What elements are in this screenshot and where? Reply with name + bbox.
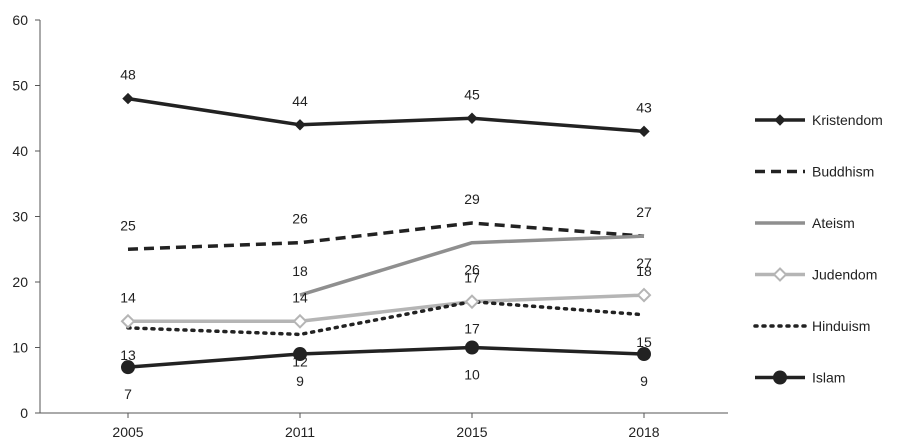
- data-point-marker: [636, 287, 652, 303]
- data-label: 13: [120, 347, 136, 363]
- data-label: 15: [636, 334, 652, 350]
- data-label: 29: [464, 191, 480, 207]
- legend-label: Kristendom: [812, 112, 883, 128]
- data-label: 14: [120, 289, 136, 305]
- x-tick-label: 2018: [628, 424, 659, 440]
- x-tick-label: 2005: [112, 424, 143, 440]
- data-label: 18: [636, 263, 652, 279]
- data-label: 27: [636, 204, 652, 220]
- legend-item: Judendom: [755, 267, 877, 283]
- series-line: [127, 345, 645, 369]
- series-line: [128, 293, 645, 324]
- legend-marker: [774, 114, 786, 126]
- data-label: 44: [292, 93, 308, 109]
- data-point-marker: [465, 340, 479, 355]
- data-point-marker: [464, 294, 480, 310]
- legend-marker: [772, 267, 788, 282]
- legend-marker: [773, 370, 787, 385]
- data-label: 18: [292, 263, 308, 279]
- data-label: 17: [464, 270, 480, 286]
- y-tick-label: 40: [12, 143, 28, 159]
- legend-item: Islam: [755, 370, 845, 386]
- data-point-marker: [121, 360, 135, 375]
- y-tick-label: 0: [20, 405, 28, 421]
- legend: Kristendom Buddhism Ateism Judendom Hinduism…: [753, 112, 883, 386]
- x-tick-label: 2011: [285, 424, 315, 440]
- data-label: 10: [464, 367, 480, 383]
- data-point-marker: [120, 313, 136, 329]
- data-point-marker: [122, 92, 134, 105]
- data-label: 7: [124, 386, 132, 402]
- legend-item: Kristendom: [755, 112, 883, 128]
- data-label: 26: [464, 262, 480, 278]
- data-label: 12: [292, 353, 308, 369]
- y-tick-label: 10: [12, 340, 28, 356]
- legend-item: Ateism: [755, 215, 855, 231]
- data-point-marker: [637, 347, 651, 362]
- series-line: [126, 299, 646, 337]
- data-label: 9: [296, 373, 304, 389]
- data-point-marker: [293, 347, 307, 362]
- data-label: 43: [636, 99, 652, 115]
- legend-label: Islam: [812, 370, 845, 386]
- series-markers: [120, 92, 652, 375]
- y-tick-label: 50: [12, 78, 28, 94]
- data-label: 26: [292, 211, 308, 227]
- legend-label: Judendom: [812, 267, 877, 283]
- series-line: [127, 221, 645, 251]
- legend-item: Buddhism: [755, 164, 874, 180]
- series-line: [127, 96, 645, 134]
- data-label: 25: [120, 217, 136, 233]
- series-lines: [126, 96, 646, 369]
- data-point-marker: [292, 313, 308, 329]
- y-tick-label: 30: [12, 209, 28, 225]
- series-line: [299, 234, 645, 297]
- data-point-marker: [466, 112, 478, 124]
- y-tick-label: 20: [12, 274, 28, 290]
- legend-label: Hinduism: [812, 318, 870, 334]
- data-label: 17: [464, 321, 480, 337]
- axes: 0 10 20 30 40 50 60 2005 2011 2015 2018: [12, 12, 728, 440]
- data-label: 27: [636, 255, 652, 271]
- data-point-marker: [638, 125, 650, 138]
- data-point-marker: [294, 119, 306, 131]
- legend-label: Buddhism: [812, 164, 874, 180]
- data-label: 45: [464, 86, 480, 102]
- data-label: 14: [292, 289, 308, 305]
- legend-item: Hinduism: [753, 318, 870, 334]
- y-tick-label: 60: [12, 12, 28, 28]
- x-tick-label: 2015: [456, 424, 487, 440]
- legend-label: Ateism: [812, 215, 855, 231]
- data-label: 9: [640, 373, 648, 389]
- data-label: 48: [120, 67, 136, 83]
